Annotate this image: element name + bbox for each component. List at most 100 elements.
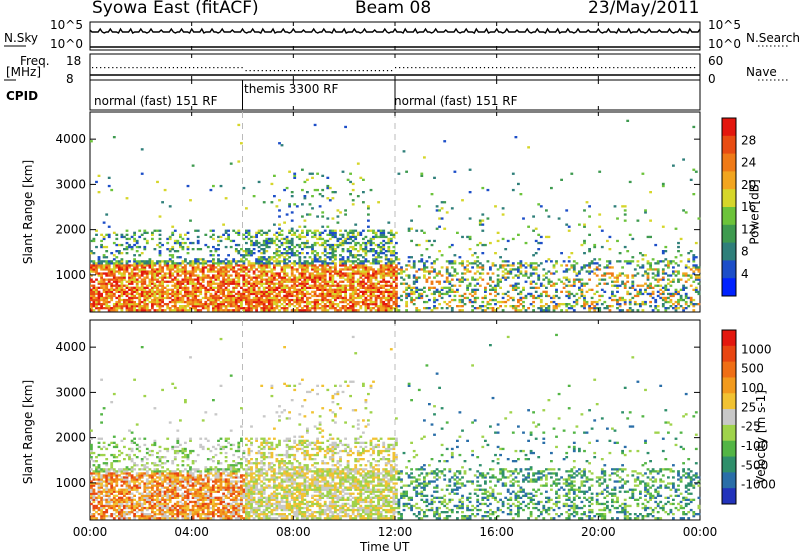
heat-cell bbox=[372, 248, 375, 251]
heat-cell bbox=[356, 294, 360, 298]
heat-cell bbox=[107, 294, 111, 298]
heat-cell bbox=[145, 260, 149, 263]
heat-cell bbox=[234, 296, 238, 300]
heat-cell bbox=[649, 235, 652, 239]
heat-cell bbox=[298, 296, 302, 300]
heat-cell bbox=[382, 233, 386, 236]
heat-cell bbox=[90, 517, 93, 520]
heat-cell bbox=[331, 296, 335, 300]
heat-cell bbox=[679, 294, 683, 298]
heat-cell bbox=[176, 300, 180, 304]
heat-cell bbox=[283, 272, 286, 275]
heat-cell bbox=[405, 300, 408, 304]
heat-cell bbox=[255, 303, 258, 306]
heat-cell bbox=[379, 248, 383, 251]
heat-cell bbox=[105, 290, 109, 293]
heat-cell bbox=[245, 254, 248, 257]
heat-cell bbox=[362, 278, 365, 281]
heat-cell bbox=[232, 278, 236, 281]
heat-cell bbox=[206, 276, 210, 279]
heat-cell bbox=[585, 264, 589, 267]
heat-cell bbox=[689, 178, 693, 181]
heat-cell bbox=[257, 288, 261, 291]
heat-cell bbox=[433, 239, 436, 243]
heat-cell bbox=[514, 268, 518, 271]
heat-cell bbox=[260, 262, 264, 265]
heat-cell bbox=[255, 243, 258, 247]
heat-cell bbox=[318, 272, 322, 275]
heat-cell bbox=[326, 305, 330, 308]
heat-cell bbox=[552, 309, 556, 312]
heat-cell bbox=[639, 305, 642, 308]
heat-cell bbox=[389, 272, 393, 275]
heat-cell bbox=[143, 294, 147, 298]
heat-cell bbox=[273, 286, 276, 289]
heat-cell bbox=[97, 290, 101, 293]
heat-cell bbox=[692, 258, 696, 261]
heat-cell bbox=[138, 504, 142, 508]
heat-cell bbox=[156, 229, 159, 232]
heat-cell bbox=[356, 284, 360, 287]
heat-cell bbox=[125, 517, 129, 520]
heat-cell bbox=[151, 482, 154, 485]
heat-cell bbox=[290, 252, 294, 255]
heat-cell bbox=[362, 298, 365, 302]
heat-cell bbox=[646, 286, 650, 289]
heat-cell bbox=[420, 288, 424, 291]
heat-cell bbox=[344, 237, 347, 241]
heat-cell bbox=[115, 266, 119, 269]
heat-cell bbox=[595, 300, 599, 304]
heat-cell bbox=[133, 502, 136, 506]
heat-cell bbox=[120, 235, 124, 239]
heat-cell bbox=[227, 229, 230, 232]
heat-cell bbox=[334, 264, 337, 267]
heat-cell bbox=[438, 292, 441, 296]
heat-cell bbox=[349, 231, 352, 234]
heat-cell bbox=[611, 290, 614, 293]
heat-cell bbox=[334, 270, 337, 273]
heat-cell bbox=[262, 298, 266, 302]
heat-cell bbox=[445, 276, 449, 279]
heat-cell bbox=[115, 276, 119, 279]
heat-cell bbox=[379, 268, 383, 271]
heat-cell bbox=[504, 248, 508, 251]
heat-cell bbox=[173, 286, 177, 289]
heat-cell bbox=[194, 309, 197, 312]
heat-cell bbox=[672, 270, 675, 273]
heat-cell bbox=[308, 213, 312, 216]
heat-cell bbox=[265, 298, 269, 302]
heat-cell bbox=[356, 303, 360, 306]
heat-cell bbox=[367, 229, 370, 232]
heat-cell bbox=[415, 296, 419, 300]
heat-cell bbox=[270, 276, 274, 279]
heat-cell bbox=[255, 276, 258, 279]
heat-cell bbox=[288, 276, 291, 279]
heat-cell bbox=[374, 256, 378, 259]
heat-cell bbox=[595, 290, 599, 293]
heat-cell bbox=[420, 258, 424, 261]
heat-cell bbox=[382, 270, 386, 273]
heat-cell bbox=[532, 229, 535, 232]
heat-cell bbox=[311, 248, 314, 251]
heat-cell bbox=[359, 262, 363, 265]
heat-cell bbox=[130, 460, 134, 463]
heat-cell bbox=[199, 298, 203, 302]
heat-cell bbox=[179, 296, 182, 300]
heat-cell bbox=[382, 248, 386, 251]
heat-cell bbox=[151, 274, 154, 277]
heat-cell bbox=[412, 260, 416, 263]
heat-cell bbox=[112, 504, 116, 508]
heat-cell bbox=[100, 498, 103, 501]
heat-cell bbox=[107, 443, 111, 447]
heat-cell bbox=[217, 262, 220, 265]
heat-cell bbox=[201, 305, 205, 308]
heat-cell bbox=[301, 231, 304, 234]
heat-cell bbox=[120, 258, 124, 261]
heat-cell bbox=[133, 488, 136, 491]
heat-cell bbox=[331, 276, 335, 279]
heat-cell bbox=[92, 300, 96, 304]
heat-cell bbox=[95, 288, 98, 291]
heat-cell bbox=[349, 298, 352, 302]
heat-cell bbox=[600, 278, 604, 281]
heat-cell bbox=[267, 229, 271, 232]
